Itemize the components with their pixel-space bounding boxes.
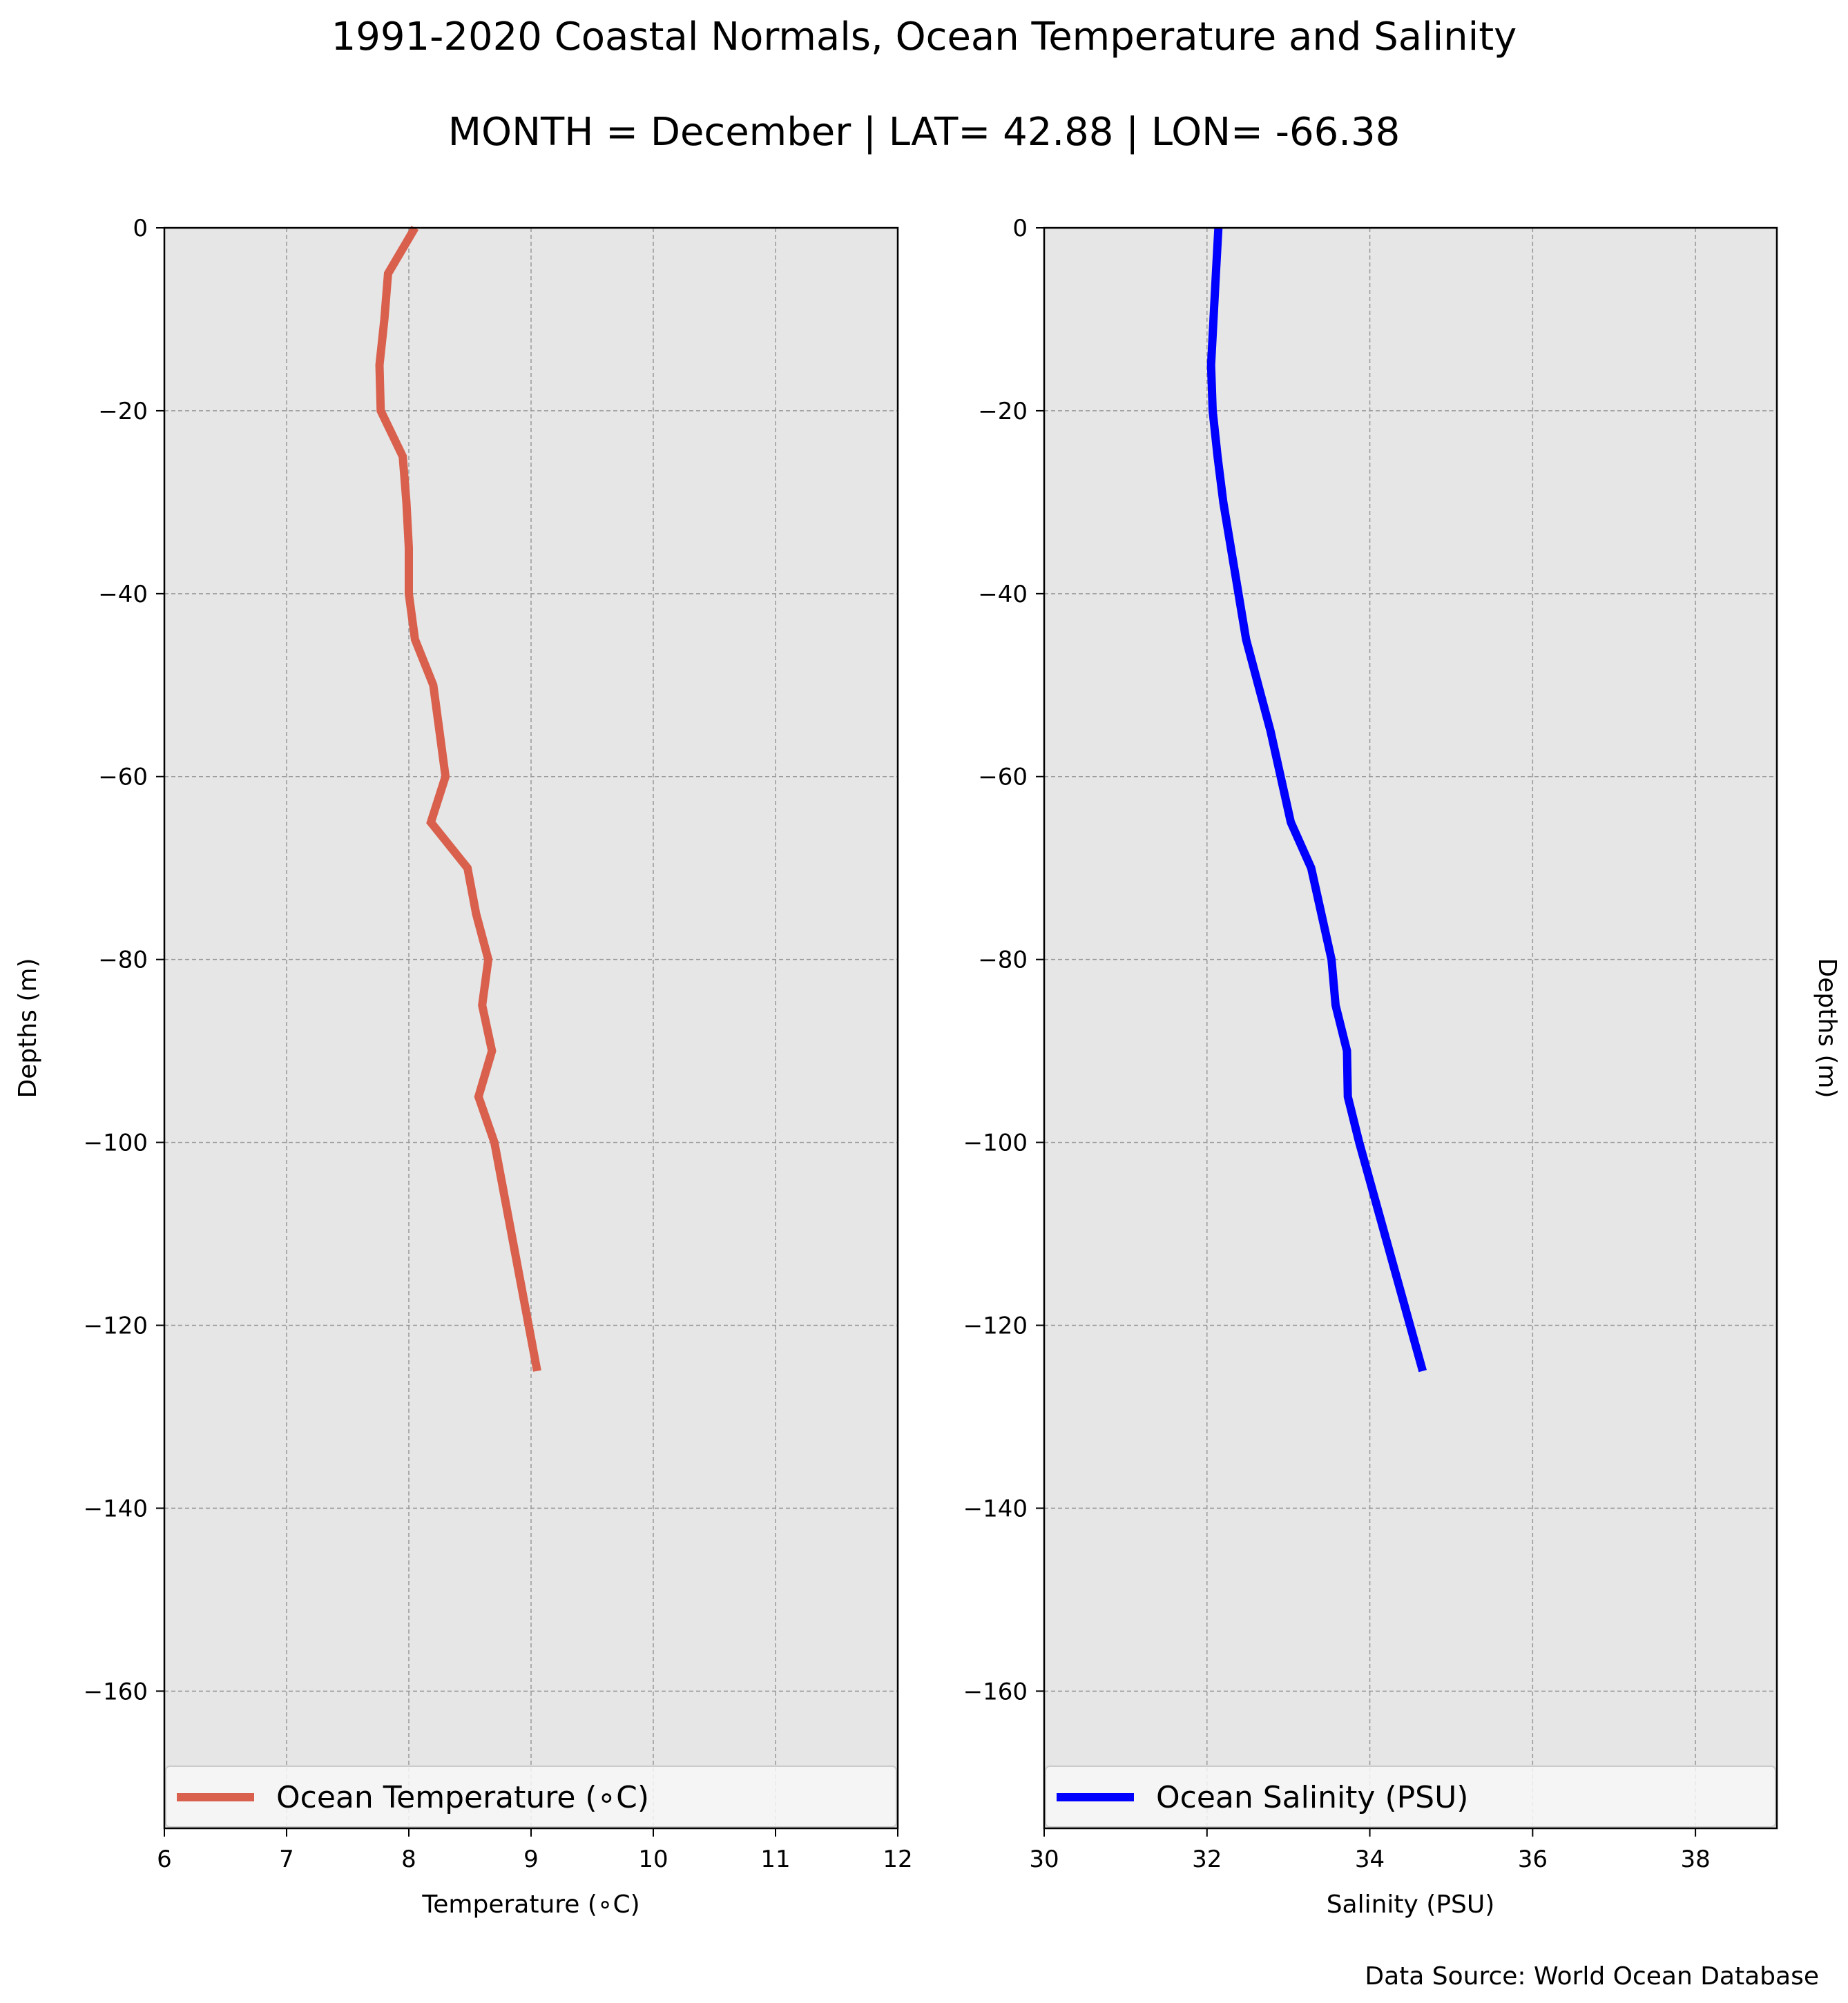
- temperature-y-tick-label: −60: [98, 764, 148, 791]
- salinity-y-tick-label: −20: [978, 398, 1028, 425]
- salinity-y-axis-label: Depths (m): [1813, 958, 1841, 1098]
- temperature-y-tick-label: −40: [98, 581, 148, 608]
- temperature-panel: Ocean Temperature (∘C) 6 7 8 9 10 11 12 0 −20 −40 −…: [14, 215, 913, 1919]
- salinity-x-tick-label: 34: [1355, 1846, 1385, 1873]
- salinity-x-tick-label: 32: [1192, 1846, 1222, 1873]
- salinity-x-tick-label: 36: [1518, 1846, 1548, 1873]
- salinity-plot-area: [1044, 228, 1777, 1828]
- salinity-axes-frame: [1043, 226, 1778, 1830]
- salinity-panel: Ocean Salinity (PSU) 30 32 34 36 38 0 −20 −40 −60…: [963, 215, 1841, 1919]
- salinity-y-tick-label: −80: [978, 947, 1028, 974]
- temperature-y-tick-label: −80: [98, 947, 148, 974]
- salinity-x-axis-label: Salinity (PSU): [1327, 1890, 1495, 1919]
- salinity-series-line: [1206, 227, 1427, 1373]
- salinity-y-tick-label: −40: [978, 581, 1028, 608]
- salinity-x-tick-label: 30: [1029, 1846, 1059, 1873]
- temperature-y-axis-label: Depths (m): [14, 958, 42, 1098]
- temperature-y-tick-label: −120: [84, 1312, 148, 1339]
- temperature-legend: [165, 1765, 897, 1828]
- data-source-note: Data Source: World Ocean Database: [1365, 1962, 1819, 1991]
- salinity-x-tick-label: 38: [1680, 1846, 1710, 1873]
- temperature-x-axis-label: Temperature (∘C): [421, 1890, 639, 1919]
- salinity-y-tick-label: −140: [963, 1495, 1028, 1522]
- salinity-legend: [1045, 1765, 1776, 1828]
- temperature-x-tick-label: 6: [157, 1846, 172, 1873]
- temperature-series-line: [375, 225, 541, 1372]
- temperature-x-tick-label: 10: [638, 1846, 668, 1873]
- temperature-y-tick-label: −140: [84, 1495, 148, 1522]
- temperature-x-tick-label: 8: [401, 1846, 416, 1873]
- salinity-y-tick-label: −120: [963, 1312, 1028, 1339]
- salinity-y-tick-label: −100: [963, 1130, 1028, 1157]
- temperature-y-tick-label: 0: [133, 215, 148, 242]
- salinity-legend-label: Ocean Salinity (PSU): [1156, 1780, 1468, 1815]
- temperature-x-tick-label: 11: [760, 1846, 790, 1873]
- temperature-x-tick-label: 9: [523, 1846, 539, 1873]
- temperature-y-tick-label: −100: [84, 1130, 148, 1157]
- temperature-x-tick-label: 7: [279, 1846, 294, 1873]
- salinity-y-tick-label: −160: [963, 1678, 1028, 1705]
- salinity-y-tick-label: −60: [978, 764, 1028, 791]
- temperature-x-tick-label: 12: [883, 1846, 912, 1873]
- salinity-y-tick-label: 0: [1012, 215, 1028, 242]
- temperature-y-tick-label: −160: [84, 1678, 148, 1705]
- temperature-legend-label: Ocean Temperature (∘C): [276, 1780, 649, 1815]
- chart-title: 1991-2020 Coastal Normals, Ocean Tempera…: [331, 14, 1517, 59]
- temperature-y-tick-label: −20: [98, 398, 148, 425]
- chart-subtitle: MONTH = December | LAT= 42.88 | LON= -66…: [448, 110, 1401, 155]
